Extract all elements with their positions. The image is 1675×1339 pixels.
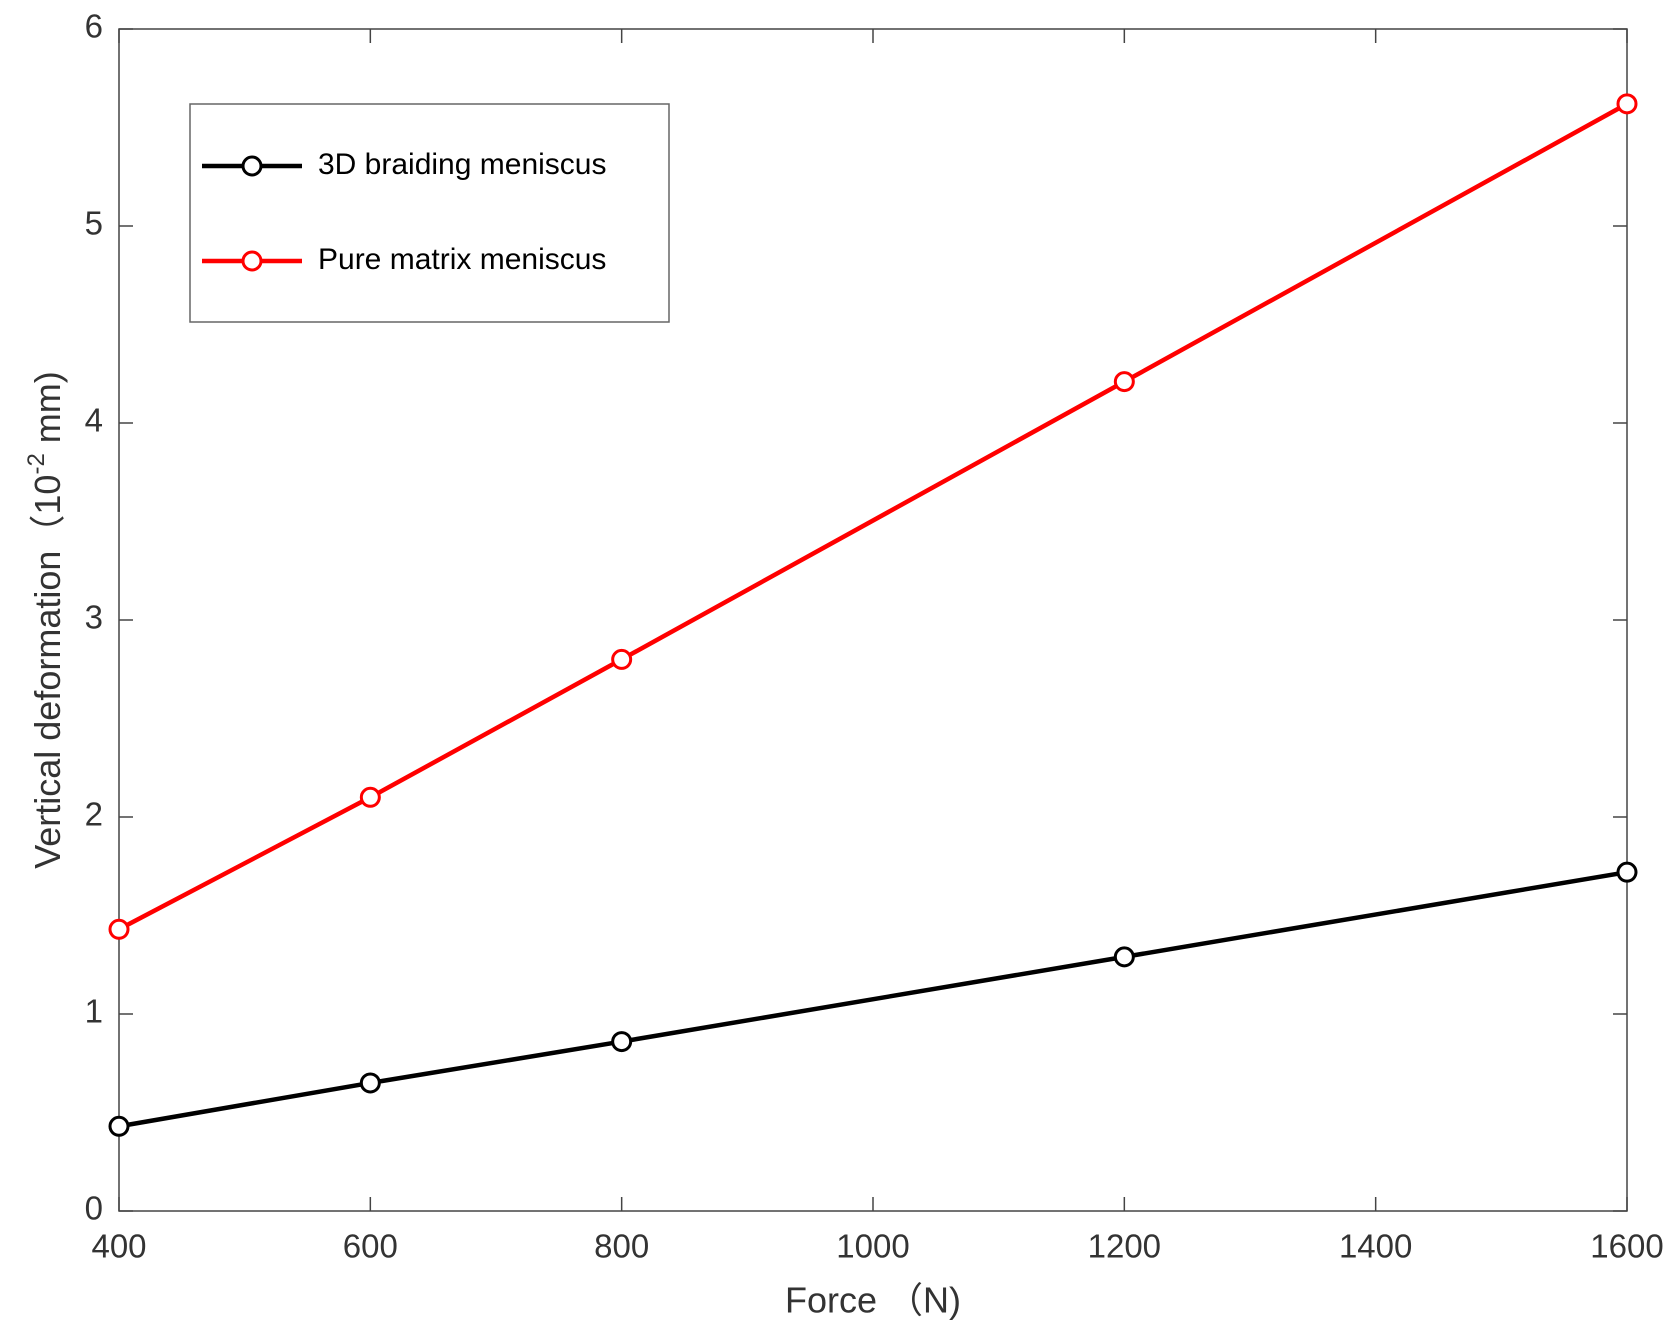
marker <box>1113 371 1135 393</box>
marker <box>359 786 381 808</box>
legend-label: Pure matrix meniscus <box>318 243 606 276</box>
y-tick-label: 0 <box>85 1190 103 1227</box>
marker <box>1616 93 1638 115</box>
y-tick-label: 6 <box>85 8 103 45</box>
x-tick-label: 1200 <box>1088 1228 1161 1265</box>
y-tick-label: 2 <box>85 796 103 833</box>
x-axis-label: Force （N) <box>785 1280 961 1321</box>
x-tick-label: 600 <box>343 1228 398 1265</box>
marker <box>359 1072 381 1094</box>
marker <box>108 1115 130 1137</box>
marker <box>611 648 633 670</box>
marker <box>108 918 130 940</box>
x-tick-label: 400 <box>91 1228 146 1265</box>
x-tick-label: 1600 <box>1590 1228 1663 1265</box>
marker <box>611 1031 633 1053</box>
legend-marker <box>241 250 263 272</box>
marker <box>1113 946 1135 968</box>
legend-box <box>189 103 670 323</box>
marker <box>1616 861 1638 883</box>
y-tick-label: 4 <box>85 402 103 439</box>
legend-label: 3D braiding meniscus <box>318 148 606 181</box>
legend-marker <box>241 155 263 177</box>
series-line <box>118 869 1628 1129</box>
y-label-end: mm) <box>27 371 68 453</box>
y-axis-label: Vertical deformation（10-2 mm) <box>23 371 67 869</box>
y-label-main: Vertical deformation（10 <box>27 475 68 869</box>
y-tick-label: 1 <box>85 993 103 1030</box>
x-tick-label: 800 <box>594 1228 649 1265</box>
y-tick-label: 5 <box>85 205 103 242</box>
x-tick-label: 1000 <box>836 1228 909 1265</box>
x-tick-label: 1400 <box>1339 1228 1412 1265</box>
y-label-sup: -2 <box>23 453 50 474</box>
y-tick-label: 3 <box>85 599 103 636</box>
